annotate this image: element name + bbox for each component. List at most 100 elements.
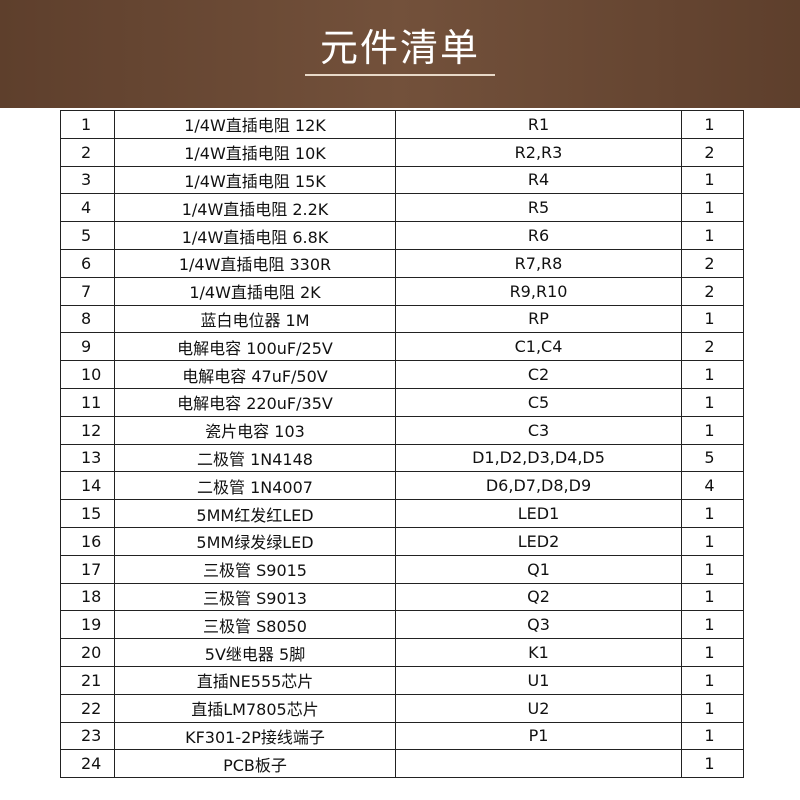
part-quantity: 1 (681, 638, 744, 667)
part-designator: LED2 (395, 526, 682, 556)
table-row: 19 三极管 S8050 Q3 1 (60, 610, 744, 640)
part-name: 电解电容 100uF/25V (114, 332, 396, 362)
table-row: 13 二极管 1N4148 D1,D2,D3,D4,D5 5 (60, 443, 744, 473)
table-row: 9 电解电容 100uF/25V C1,C4 2 (60, 332, 744, 362)
part-name: 1/4W直插电阻 2.2K (114, 193, 396, 223)
row-index: 22 (60, 693, 115, 723)
row-index: 15 (60, 499, 115, 528)
row-index: 4 (60, 193, 115, 223)
part-name: 二极管 1N4148 (114, 443, 396, 473)
table-row: 7 1/4W直插电阻 2K R9,R10 2 (60, 276, 744, 306)
row-index: 11 (60, 387, 115, 417)
row-index: 6 (60, 248, 115, 278)
part-designator: Q3 (395, 610, 682, 640)
part-quantity: 1 (681, 387, 744, 417)
part-name: 1/4W直插电阻 12K (114, 110, 396, 139)
part-quantity: 1 (681, 165, 744, 195)
title-underline (305, 74, 495, 76)
row-index: 5 (60, 221, 115, 250)
row-index: 9 (60, 332, 115, 362)
row-index: 3 (60, 165, 115, 195)
part-designator: U2 (395, 693, 682, 723)
part-name: 5MM红发红LED (114, 499, 396, 528)
part-designator (395, 749, 682, 779)
part-designator: C5 (395, 387, 682, 417)
part-name: 5V继电器 5脚 (114, 638, 396, 667)
row-index: 13 (60, 443, 115, 473)
row-index: 24 (60, 749, 115, 779)
parts-table: 1 1/4W直插电阻 12K R1 1 2 1/4W直插电阻 10K R2,R3 2 3 1/4W… (60, 110, 744, 779)
part-designator: C3 (395, 415, 682, 445)
row-index: 23 (60, 721, 115, 751)
part-quantity: 2 (681, 248, 744, 278)
part-quantity: 1 (681, 693, 744, 723)
part-quantity: 1 (681, 499, 744, 528)
row-index: 17 (60, 554, 115, 584)
part-name: 1/4W直插电阻 330R (114, 248, 396, 278)
part-quantity: 2 (681, 137, 744, 167)
part-designator: R1 (395, 110, 682, 139)
part-name: 三极管 S8050 (114, 610, 396, 640)
table-row: 18 三极管 S9013 Q2 1 (60, 582, 744, 612)
part-quantity: 1 (681, 665, 744, 695)
part-name: 1/4W直插电阻 2K (114, 276, 396, 306)
table-row: 1 1/4W直插电阻 12K R1 1 (60, 110, 744, 139)
table-row: 24 PCB板子 1 (60, 749, 744, 779)
table-row: 5 1/4W直插电阻 6.8K R6 1 (60, 221, 744, 250)
part-name: 二极管 1N4007 (114, 471, 396, 501)
row-index: 12 (60, 415, 115, 445)
part-designator: P1 (395, 721, 682, 751)
part-name: 直插LM7805芯片 (114, 693, 396, 723)
table-row: 14 二极管 1N4007 D6,D7,D8,D9 4 (60, 471, 744, 501)
part-quantity: 1 (681, 110, 744, 139)
table-row: 10 电解电容 47uF/50V C2 1 (60, 360, 744, 389)
table-row: 3 1/4W直插电阻 15K R4 1 (60, 165, 744, 195)
part-name: 三极管 S9015 (114, 554, 396, 584)
row-index: 7 (60, 276, 115, 306)
part-designator: Q1 (395, 554, 682, 584)
part-designator: R5 (395, 193, 682, 223)
table-row: 8 蓝白电位器 1M RP 1 (60, 304, 744, 334)
table-row: 11 电解电容 220uF/35V C5 1 (60, 387, 744, 417)
row-index: 8 (60, 304, 115, 334)
table-row: 20 5V继电器 5脚 K1 1 (60, 638, 744, 667)
header-banner: 元件清单 (0, 0, 800, 108)
row-index: 1 (60, 110, 115, 139)
part-name: 直插NE555芯片 (114, 665, 396, 695)
part-quantity: 2 (681, 276, 744, 306)
part-name: 三极管 S9013 (114, 582, 396, 612)
row-index: 21 (60, 665, 115, 695)
part-quantity: 2 (681, 332, 744, 362)
part-name: 1/4W直插电阻 10K (114, 137, 396, 167)
table-row: 16 5MM绿发绿LED LED2 1 (60, 526, 744, 556)
part-name: 1/4W直插电阻 6.8K (114, 221, 396, 250)
table-row: 6 1/4W直插电阻 330R R7,R8 2 (60, 248, 744, 278)
part-quantity: 1 (681, 360, 744, 389)
table-row: 15 5MM红发红LED LED1 1 (60, 499, 744, 528)
part-quantity: 1 (681, 721, 744, 751)
part-name: 瓷片电容 103 (114, 415, 396, 445)
table-row: 23 KF301-2P接线端子 P1 1 (60, 721, 744, 751)
part-designator: K1 (395, 638, 682, 667)
part-quantity: 1 (681, 415, 744, 445)
row-index: 14 (60, 471, 115, 501)
table-row: 4 1/4W直插电阻 2.2K R5 1 (60, 193, 744, 223)
part-name: 电解电容 220uF/35V (114, 387, 396, 417)
row-index: 19 (60, 610, 115, 640)
table-row: 17 三极管 S9015 Q1 1 (60, 554, 744, 584)
part-name: 5MM绿发绿LED (114, 526, 396, 556)
row-index: 2 (60, 137, 115, 167)
row-index: 20 (60, 638, 115, 667)
part-name: 电解电容 47uF/50V (114, 360, 396, 389)
part-quantity: 5 (681, 443, 744, 473)
part-designator: R4 (395, 165, 682, 195)
part-designator: D1,D2,D3,D4,D5 (395, 443, 682, 473)
part-quantity: 4 (681, 471, 744, 501)
part-designator: C1,C4 (395, 332, 682, 362)
table-row: 22 直插LM7805芯片 U2 1 (60, 693, 744, 723)
part-designator: C2 (395, 360, 682, 389)
table-row: 2 1/4W直插电阻 10K R2,R3 2 (60, 137, 744, 167)
table-row: 21 直插NE555芯片 U1 1 (60, 665, 744, 695)
part-name: 蓝白电位器 1M (114, 304, 396, 334)
part-designator: U1 (395, 665, 682, 695)
